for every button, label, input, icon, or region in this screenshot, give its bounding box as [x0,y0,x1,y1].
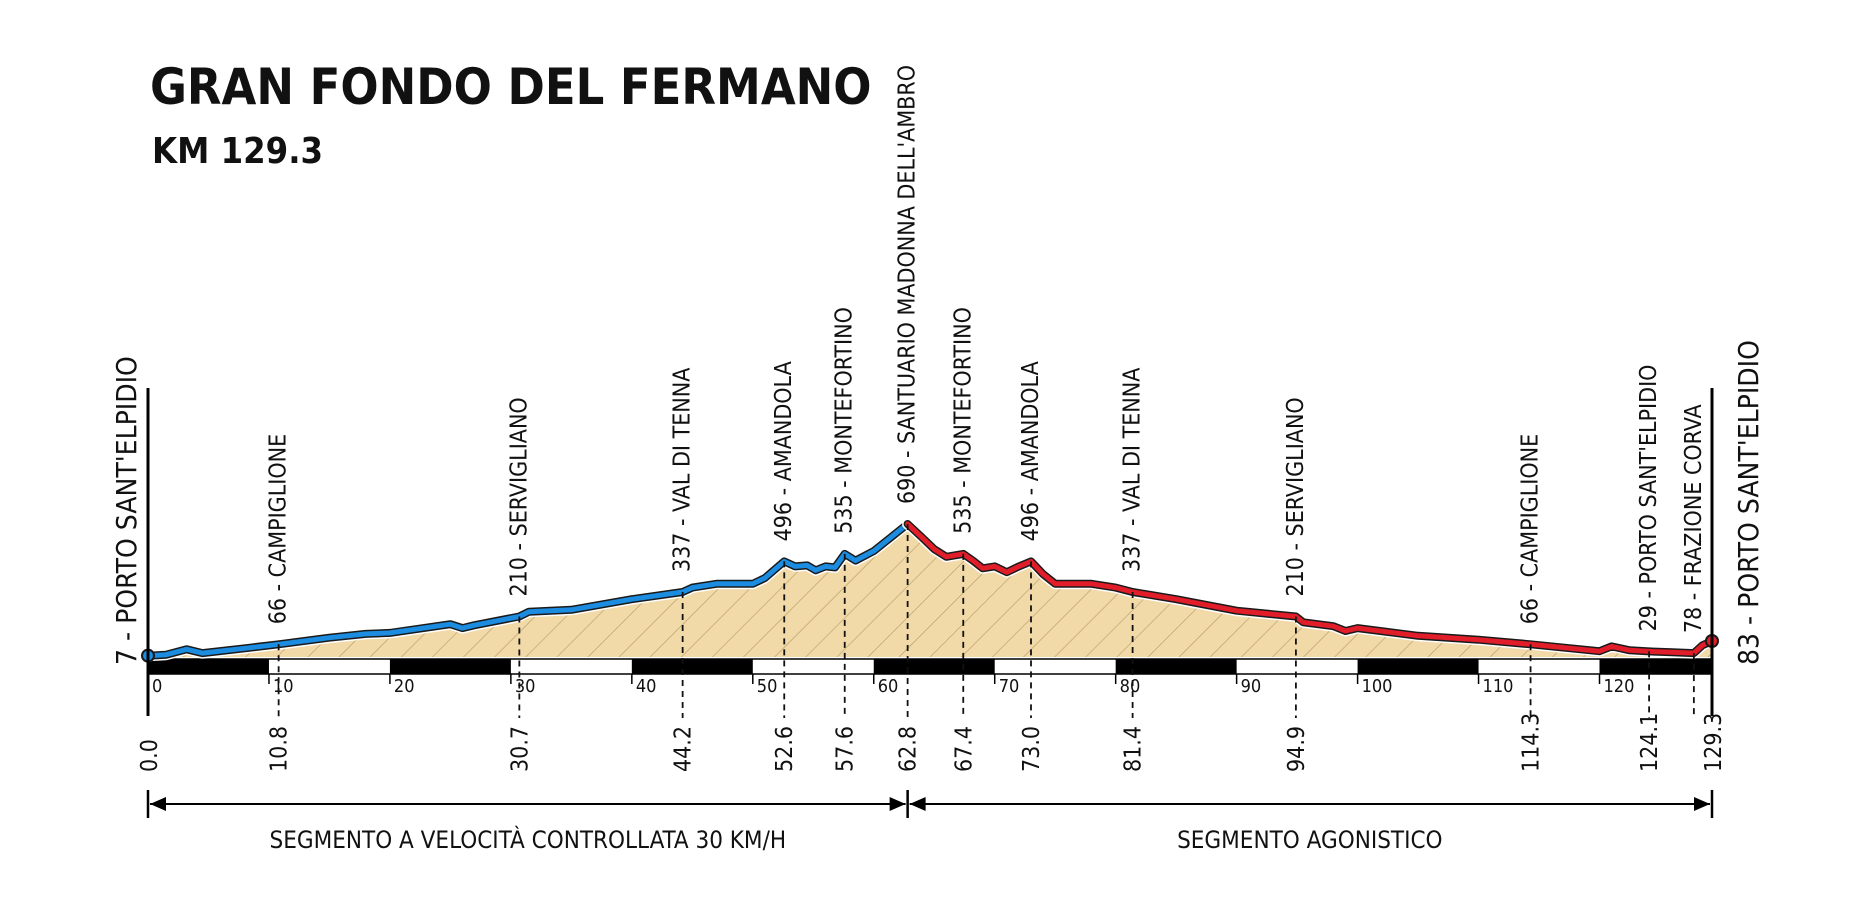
waypoint-km-label: 30.7 [507,726,533,772]
x-tick-label: 80 [1120,676,1141,697]
km-scale-bar [147,658,1713,675]
series-segment-b-line [905,521,1715,656]
waypoint-km-label: 52.6 [772,726,798,772]
scale-bar-block [631,659,753,674]
elevation-fill [148,524,1712,657]
x-tick-label: 90 [1241,676,1262,697]
segment-label: SEGMENTO AGONISTICO [1177,826,1442,854]
scale-bar-block [1115,659,1237,674]
waypoint-km-label: 57.6 [833,726,859,772]
scale-bar-block [148,659,269,674]
x-tick-label: 0 [152,676,162,697]
page-title: GRAN FONDO DEL FERMANO [150,58,872,116]
segment-arrow-head [889,797,906,811]
x-tick-label: 20 [394,676,415,697]
waypoint-label: 66 - CAMPIGLIONE [1518,434,1544,624]
x-tick-label: 100 [1362,676,1393,697]
waypoint-km-label: 124.1 [1637,713,1663,772]
x-tick-label: 10 [273,676,294,697]
x-tick-label: 30 [515,676,536,697]
start-location-label: 7 - PORTO SANT'ELPIDIO [110,356,143,665]
waypoint-label: 337 - VAL DI TENNA [1120,368,1146,572]
waypoint-label: 535 - MONTEFORTINO [832,307,858,534]
end-location-label: 83 - PORTO SANT'ELPIDIO [1732,340,1765,665]
waypoint-km-label: 67.4 [951,726,977,772]
x-tick-label: 110 [1483,676,1514,697]
waypoint-label: 210 - SERVIGLIANO [506,397,532,596]
waypoint-label: 29 - PORTO SANT'ELPIDIO [1636,365,1662,632]
waypoint-label: 337 - VAL DI TENNA [670,368,696,572]
scale-bar-block [389,659,511,674]
waypoint-km-label: 114.3 [1519,713,1545,772]
start-km-label: 0.0 [137,739,163,772]
waypoint-km-label: 81.4 [1121,726,1147,772]
total-distance: KM 129.3 [152,131,323,172]
vertical-axes: 7 - PORTO SANT'ELPIDIO 83 - PORTO SANT'EL… [110,340,1765,772]
segment-arrow-head [150,797,166,811]
waypoint-label: 78 - FRAZIONE CORVA [1681,404,1707,633]
scale-bar-block [1599,659,1712,674]
x-tick-label: 40 [636,676,657,697]
waypoint-km-label: 62.8 [896,726,922,772]
waypoint-label: 210 - SERVIGLIANO [1283,397,1309,596]
scale-bar-block [1357,659,1479,674]
end-km-label: 129.3 [1701,713,1727,772]
waypoint-km-label: 73.0 [1019,726,1045,772]
waypoint-label: 496 - AMANDOLA [771,361,797,541]
waypoint-km-label: 44.2 [671,726,697,772]
x-tick-label: 70 [999,676,1020,697]
waypoint-label: 690 - SANTUARIO MADONNA DELL'AMBRO [895,65,921,504]
elevation-area [148,524,1712,657]
segment-label: SEGMENTO A VELOCITÀ CONTROLLATA 30 KM/H [270,825,787,854]
waypoints: 66 - CAMPIGLIONE 10.8 210 - SERVIGLIANO 30.… [266,65,1707,772]
segments: SEGMENTO A VELOCITÀ CONTROLLATA 30 KM/H S… [146,790,1714,854]
waypoint-label: 496 - AMANDOLA [1018,361,1044,541]
waypoint-km-label: 10.8 [267,726,293,772]
km-tick-labels: 0 10 20 30 40 50 60 70 80 90 100 110 120 [147,674,1635,697]
waypoint-km-label: 94.9 [1284,726,1310,772]
x-tick-label: 50 [757,676,778,697]
x-tick-label: 60 [878,676,899,697]
waypoint-label: 66 - CAMPIGLIONE [266,434,292,624]
x-tick-label: 120 [1604,676,1635,697]
segment-arrow-head [909,797,926,811]
scale-bar-block [873,659,995,674]
waypoint-label: 535 - MONTEFORTINO [950,307,976,534]
segment-arrow-head [1694,797,1710,811]
